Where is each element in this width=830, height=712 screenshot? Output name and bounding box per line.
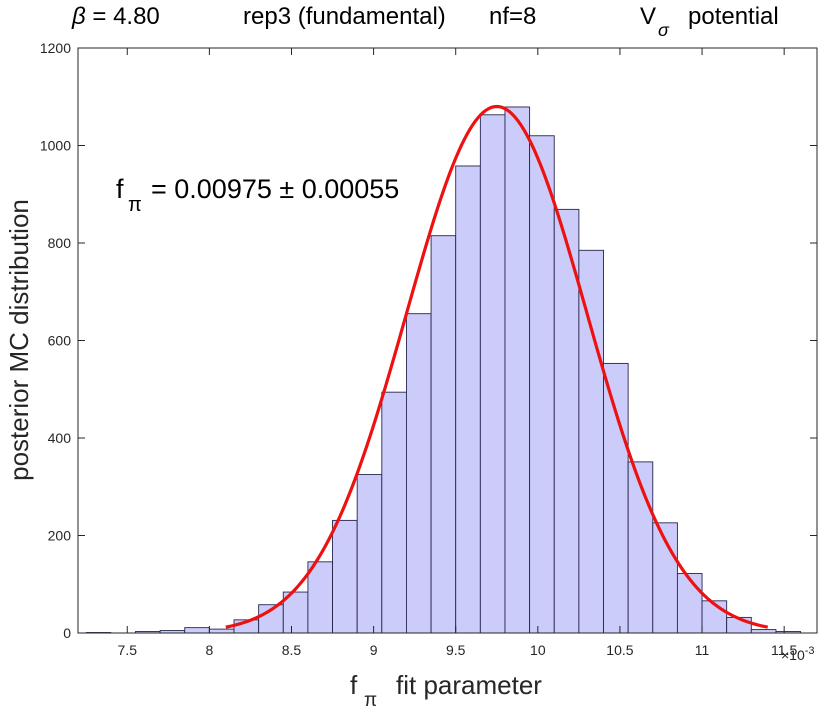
title-beta-value: = 4.80 [86,3,160,30]
y-tick-label: 200 [48,528,72,544]
title-potential-word: potential [688,3,779,30]
y-tick-label: 600 [48,333,72,349]
title-beta-symbol: β [71,3,86,30]
histogram-bar [529,135,555,634]
title-rep: rep3 (fundamental) [243,3,446,30]
histogram-bar [479,114,506,634]
histogram-bar [405,313,432,634]
histogram-bar [553,208,580,634]
histogram-bar [381,391,407,634]
x-tick-label: 11 [695,642,710,658]
y-axis-title: posterior MC distribution [4,199,34,481]
histogram-bar [184,627,210,634]
histogram-bar [701,600,728,634]
y-tick-label: 0 [63,625,71,641]
x-axis-exponent-prefix: ×10 [781,647,805,663]
y-axis-ticks: 0 200 400 600 800 1000 1200 [40,40,817,641]
x-axis-exponent-power: -3 [805,645,815,657]
title-nf: nf=8 [489,3,536,30]
x-tick-label: 8.5 [282,642,302,658]
x-axis-title-sub: π [364,690,377,711]
annotation-symbol: f [116,174,124,204]
x-tick-label: 7.5 [118,642,138,658]
x-tick-label: 9.5 [446,642,466,658]
annotation-text: = 0.00975 ± 0.00055 [151,174,399,204]
histogram-bar [750,629,777,634]
x-tick-label: 10 [530,642,546,658]
annotation-sub: π [128,194,142,216]
x-axis-title-text: fit parameter [396,670,542,700]
histogram-bar [455,165,481,634]
histogram-bar [603,362,629,634]
histogram-bar [307,561,333,634]
x-axis-title: f π fit parameter [350,670,542,712]
y-tick-label: 400 [48,430,72,446]
x-tick-label: 8 [205,642,213,658]
histogram-bar [676,573,703,634]
x-tick-label: 11.5 [771,642,797,658]
title-potential-symbol: V [640,3,656,30]
chart-title: β = 4.80 rep3 (fundamental) nf=8 V σ pot… [71,3,779,42]
histogram-bar [504,106,531,634]
histogram-bar [332,519,358,634]
histogram-bar [430,235,457,634]
gaussian-fit-curve [225,104,769,629]
x-tick-label: 10.5 [606,642,633,658]
x-axis-title-symbol: f [350,670,358,700]
histogram-bar [356,474,383,634]
y-tick-label: 1000 [40,138,71,154]
fit-annotation: f π = 0.00975 ± 0.00055 [116,174,399,217]
histogram-bars [85,106,802,634]
x-axis-exponent: ×10-3 [781,645,815,663]
histogram-bar [208,628,235,634]
x-axis-ticks: 7.5 8 8.5 9 9.5 10 10.5 11 11.5 [118,48,797,658]
title-potential-sub: σ [658,20,670,40]
histogram-bar [578,249,604,634]
x-tick-label: 9 [370,642,378,658]
y-tick-label: 800 [48,235,72,251]
y-tick-label: 1200 [40,40,71,56]
